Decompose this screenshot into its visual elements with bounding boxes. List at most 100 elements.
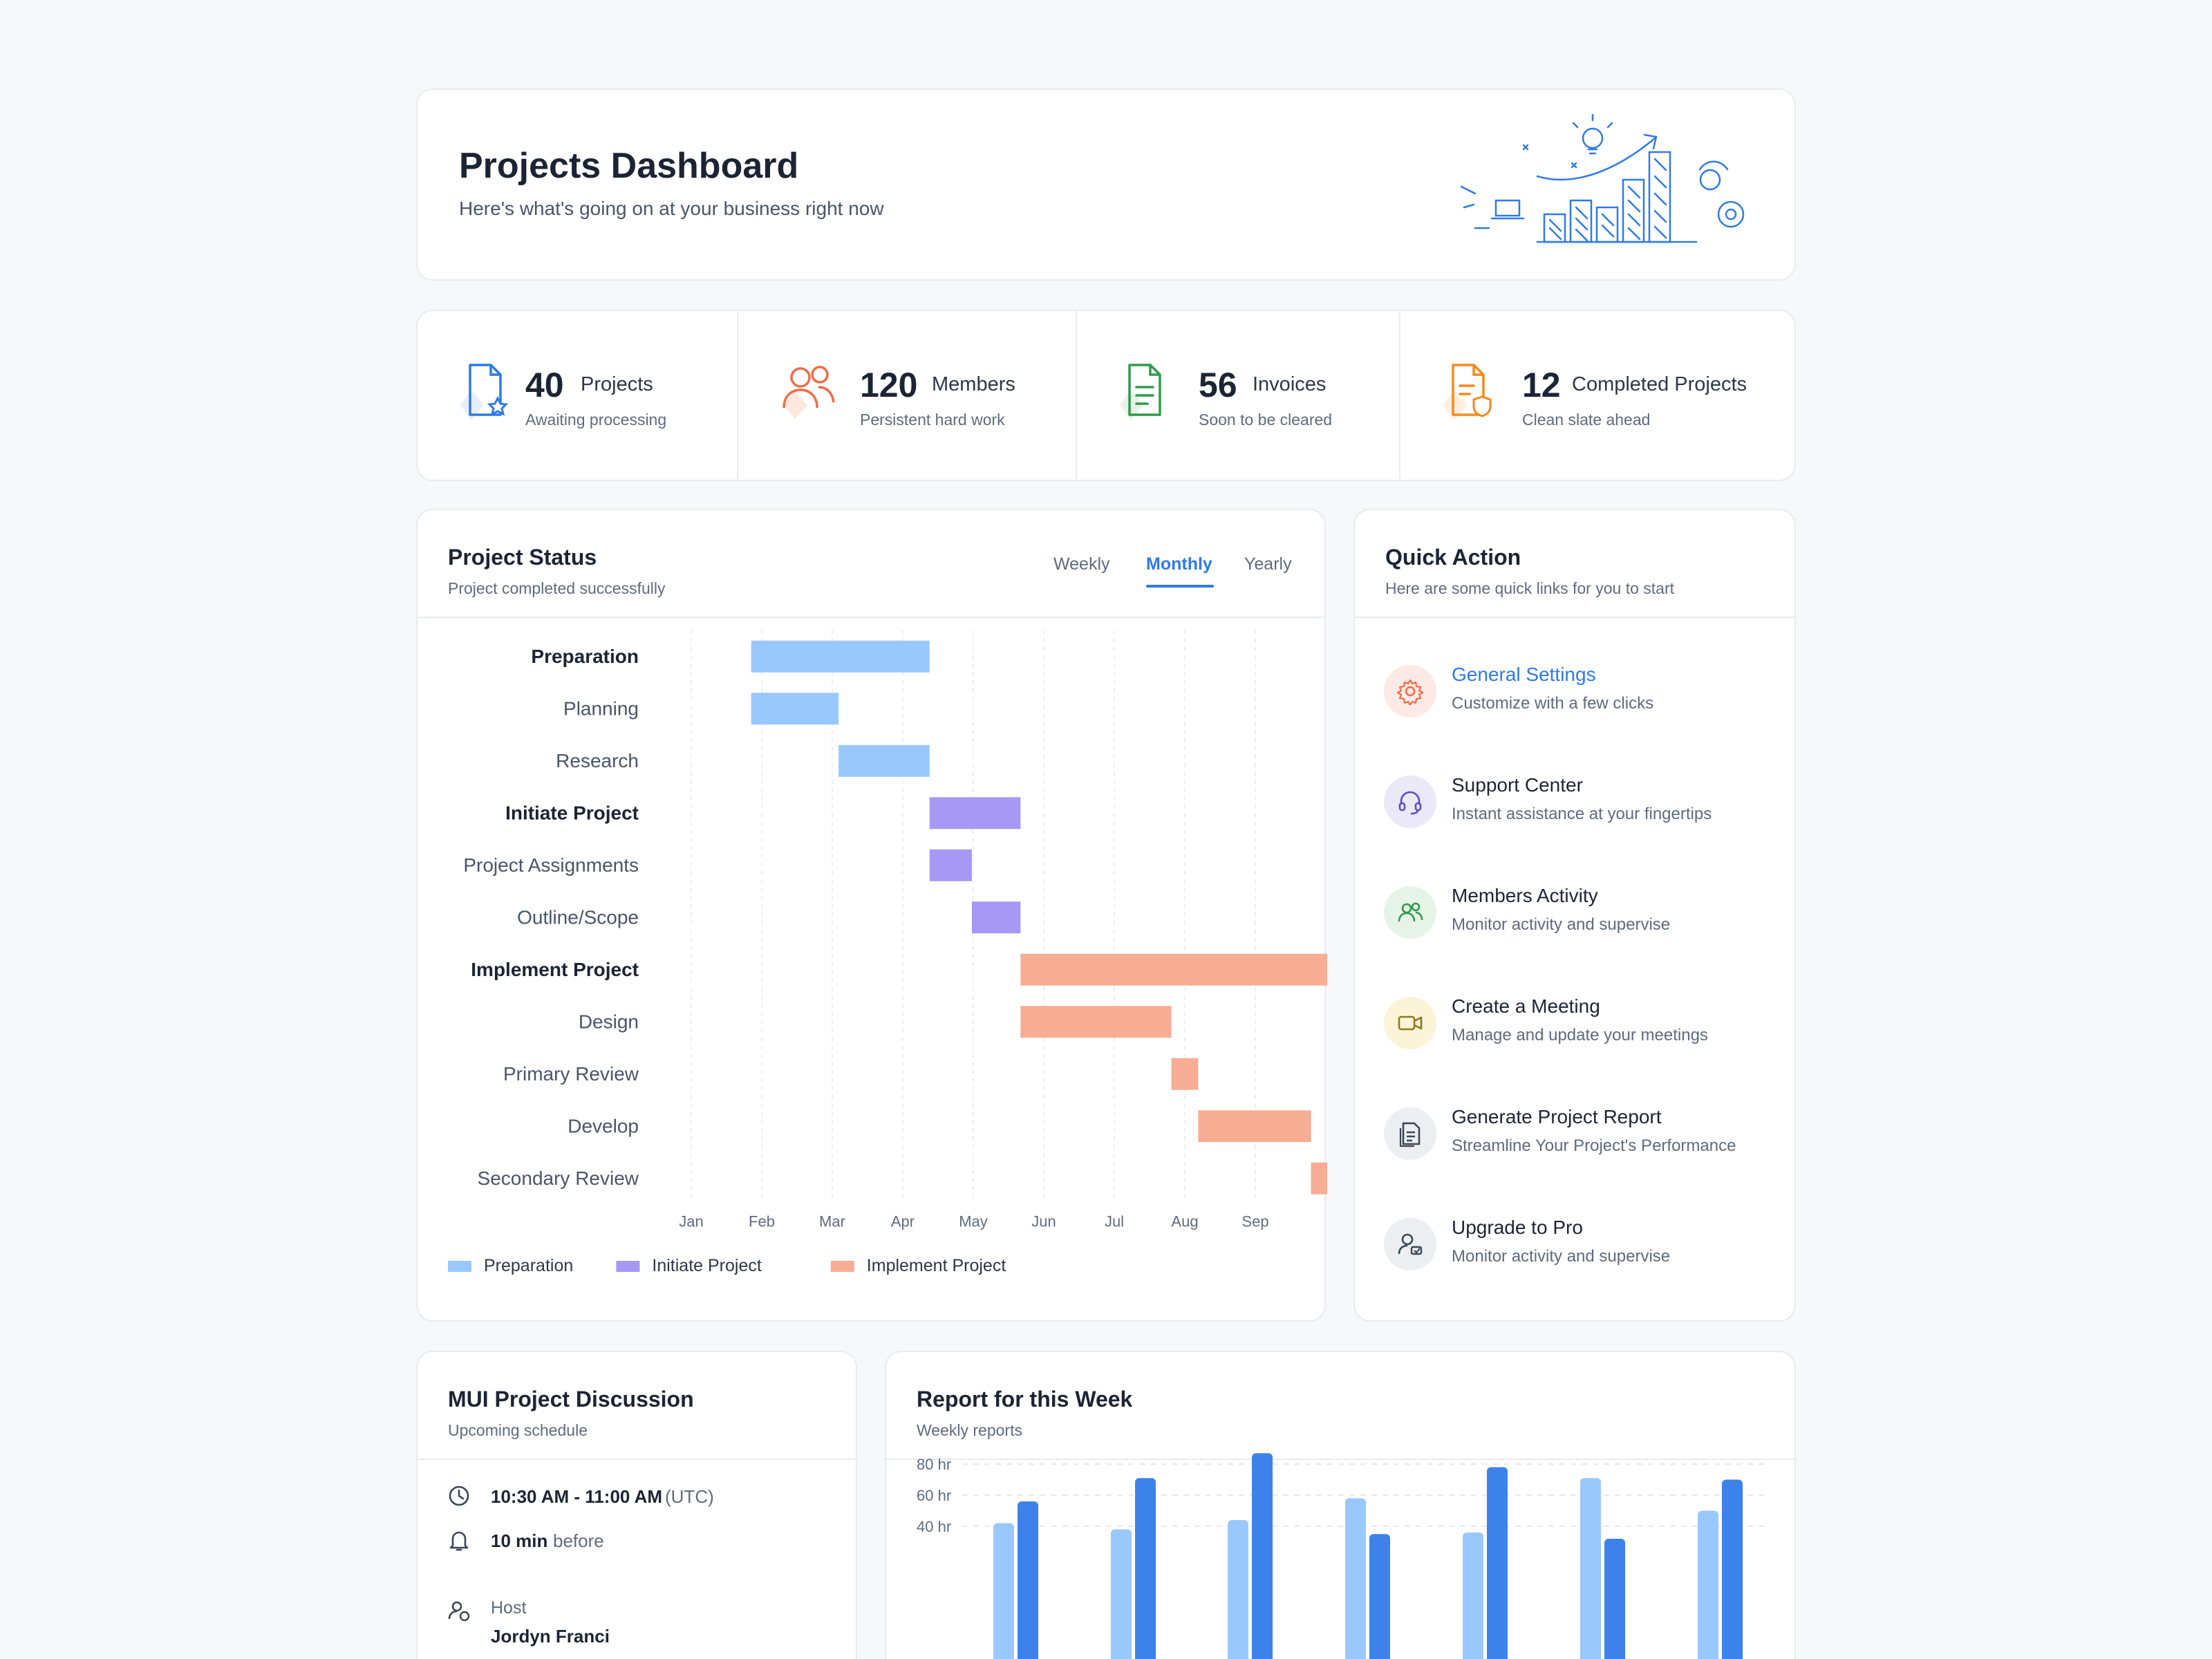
gantt-task-label: Research — [556, 750, 639, 771]
host-name: Jordyn Franci — [491, 1626, 610, 1647]
gantt-bar[interactable] — [1020, 1006, 1172, 1038]
stat-label: Completed Projects — [1572, 373, 1747, 395]
report-y-tick: 60 hr — [917, 1487, 951, 1504]
gantt-bar[interactable] — [929, 849, 972, 881]
report-bar[interactable] — [1698, 1510, 1718, 1659]
gantt-bar[interactable] — [1171, 1058, 1199, 1090]
quick-action-members-activity[interactable]: Members Activity Monitor activity and su… — [1355, 879, 1794, 969]
stat-desc: Persistent hard work — [860, 411, 1005, 429]
stat-label: Projects — [581, 373, 653, 395]
report-bar[interactable] — [1228, 1520, 1248, 1659]
reminder-suffix: before — [553, 1530, 604, 1551]
quick-action-create-meeting[interactable]: Create a Meeting Manage and update your … — [1355, 990, 1794, 1080]
stat-desc: Soon to be cleared — [1199, 411, 1333, 429]
stat-number: 120 — [860, 366, 918, 404]
report-bar[interactable] — [1580, 1478, 1601, 1659]
report-bar[interactable] — [1604, 1539, 1625, 1659]
gantt-x-tick: Jun — [1031, 1213, 1056, 1230]
gantt-bar[interactable] — [971, 901, 1021, 934]
card-subtitle: Weekly reports — [917, 1421, 1022, 1439]
stat-number: 40 — [525, 366, 564, 404]
gantt-x-tick: Sep — [1241, 1213, 1268, 1230]
quick-action-desc: Monitor activity and supervise — [1452, 915, 1671, 934]
card-subtitle: Here are some quick links for you to sta… — [1385, 579, 1674, 597]
gantt-bar[interactable] — [838, 744, 930, 777]
card-title: Project Status — [448, 545, 597, 570]
report-bar[interactable] — [993, 1523, 1014, 1659]
headset-icon — [1384, 776, 1436, 828]
stats-bar: 40 Projects Awaiting processing 120 Memb… — [416, 310, 1796, 481]
report-bar[interactable] — [1345, 1498, 1366, 1659]
meeting-time: 10:30 AM - 11:00 AM — [491, 1486, 663, 1507]
report-bar[interactable] — [1369, 1534, 1390, 1659]
gantt-bar[interactable] — [751, 693, 839, 725]
gantt-x-tick: Aug — [1171, 1213, 1198, 1230]
legend-swatch — [448, 1261, 471, 1272]
report-bar[interactable] — [1018, 1501, 1038, 1659]
gantt-x-tick: Apr — [891, 1213, 915, 1230]
gantt-task-label: Primary Review — [503, 1063, 639, 1085]
gantt-x-tick: Jul — [1105, 1213, 1124, 1230]
dashboard-header: Projects Dashboard Here's what's going o… — [416, 88, 1796, 281]
legend-label: Preparation — [484, 1256, 573, 1275]
quick-action-general-settings[interactable]: General Settings Customize with a few cl… — [1355, 658, 1794, 748]
users-icon — [782, 366, 835, 419]
quick-action-upgrade-pro[interactable]: Upgrade to Pro Monitor activity and supe… — [1355, 1211, 1794, 1301]
tab-active-indicator — [1146, 585, 1214, 588]
gantt-bar[interactable] — [1311, 1162, 1327, 1194]
gantt-bar[interactable] — [1198, 1110, 1311, 1143]
host-icon — [448, 1601, 470, 1622]
gantt-task-label: Design — [579, 1011, 639, 1032]
legend-swatch — [616, 1261, 640, 1272]
quick-action-title: Members Activity — [1452, 885, 1598, 906]
report-bar[interactable] — [1135, 1478, 1156, 1659]
divider — [418, 617, 1324, 618]
project-status-card: Project Status Project completed success… — [416, 509, 1327, 1322]
clock-icon — [449, 1485, 469, 1506]
tab-monthly[interactable]: Monthly — [1146, 554, 1212, 574]
weekly-report-chart: 80 hr 60 hr 40 hr — [917, 1453, 1768, 1659]
report-bar[interactable] — [1111, 1529, 1132, 1659]
stat-number: 12 — [1522, 366, 1561, 404]
quick-action-desc: Customize with a few clicks — [1452, 694, 1654, 713]
report-bar[interactable] — [1487, 1467, 1508, 1659]
growth-illustration — [1460, 113, 1745, 243]
card-subtitle: Upcoming schedule — [448, 1421, 588, 1439]
meeting-timezone: (UTC) — [665, 1486, 714, 1507]
gantt-bar[interactable] — [751, 640, 930, 673]
quick-action-support-center[interactable]: Support Center Instant assistance at you… — [1355, 769, 1794, 859]
quick-action-title: Generate Project Report — [1452, 1106, 1662, 1127]
gantt-chart: Jan Feb Mar Apr May Jun Jul Aug Sep Preparation Pl… — [448, 630, 1327, 1275]
quick-action-title: Support Center — [1452, 774, 1583, 796]
report-bar[interactable] — [1252, 1453, 1273, 1659]
report-bar[interactable] — [1463, 1533, 1483, 1659]
gantt-task-label: Project Assignments — [463, 854, 639, 876]
card-title: Quick Action — [1385, 545, 1521, 570]
gantt-bar[interactable] — [1020, 953, 1327, 986]
invoice-icon — [1120, 364, 1161, 420]
quick-action-desc: Manage and update your meetings — [1452, 1026, 1708, 1044]
quick-action-desc: Monitor activity and supervise — [1452, 1247, 1671, 1266]
tab-yearly[interactable]: Yearly — [1244, 554, 1292, 574]
gantt-task-label: Initiate Project — [505, 802, 639, 823]
quick-action-card: Quick Action Here are some quick links f… — [1353, 509, 1796, 1322]
page-subtitle: Here's what's going on at your business … — [459, 198, 884, 219]
tab-weekly[interactable]: Weekly — [1053, 554, 1110, 574]
report-y-tick: 80 hr — [917, 1456, 951, 1473]
report-y-tick: 40 hr — [917, 1518, 951, 1535]
user-upgrade-icon — [1384, 1218, 1436, 1271]
users-icon — [1384, 886, 1436, 939]
quick-action-title: Create a Meeting — [1452, 995, 1600, 1017]
gantt-bar[interactable] — [929, 797, 1021, 830]
card-subtitle: Project completed successfully — [448, 579, 666, 597]
weekly-report-card: Report for this Week Weekly reports 80 h… — [885, 1351, 1796, 1659]
stat-number: 56 — [1199, 366, 1237, 404]
quick-action-generate-report[interactable]: Generate Project Report Streamline Your … — [1355, 1100, 1794, 1190]
stat-desc: Awaiting processing — [525, 411, 667, 429]
discussion-card: MUI Project Discussion Upcoming schedule… — [416, 1351, 857, 1659]
page-title: Projects Dashboard — [459, 146, 799, 186]
quick-action-desc: Streamline Your Project's Performance — [1452, 1136, 1736, 1155]
host-label: Host — [491, 1598, 527, 1618]
document-star-icon — [460, 364, 509, 420]
report-bar[interactable] — [1722, 1479, 1743, 1659]
